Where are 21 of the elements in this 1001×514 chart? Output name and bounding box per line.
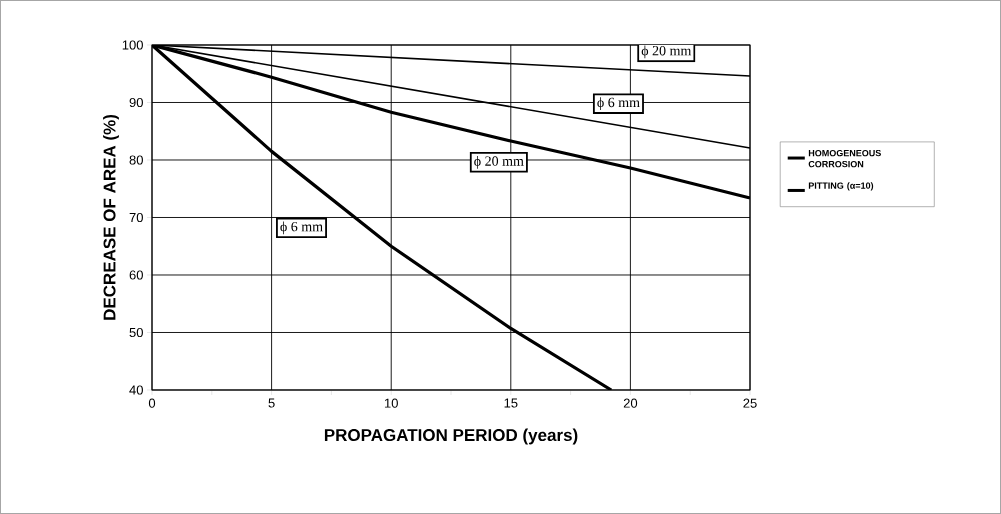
y-tick-label: 100 xyxy=(122,40,143,50)
annotation: ϕ 20 mm xyxy=(641,45,692,59)
y-tick-label: 90 xyxy=(129,97,143,108)
y-tick-label: 60 xyxy=(129,270,143,280)
y-tick-label: 40 xyxy=(129,385,143,395)
x-tick-label: 20 xyxy=(623,398,638,408)
x-tick-label: 15 xyxy=(504,398,518,408)
y-tick-label: 50 xyxy=(129,327,143,338)
x-tick-label: 25 xyxy=(743,398,757,408)
legend-label: PITTING (α=10) xyxy=(808,182,874,191)
annotation: ϕ 6 mm xyxy=(597,97,640,110)
y-tick-label: 80 xyxy=(129,155,143,165)
x-tick-label: 5 xyxy=(268,398,275,408)
x-axis-title: PROPAGATION PERIOD (years) xyxy=(324,428,578,445)
x-tick-label: 10 xyxy=(384,398,398,408)
legend-label: HOMOGENEOUS CORROSION xyxy=(808,149,881,168)
annotation: ϕ 20 mm xyxy=(474,155,524,169)
annotation: ϕ 6 mm xyxy=(280,221,323,235)
y-axis-title: DECREASE OF AREA (%) xyxy=(103,114,119,320)
y-tick-label: 70 xyxy=(129,212,143,223)
x-tick-label: 0 xyxy=(148,398,156,408)
